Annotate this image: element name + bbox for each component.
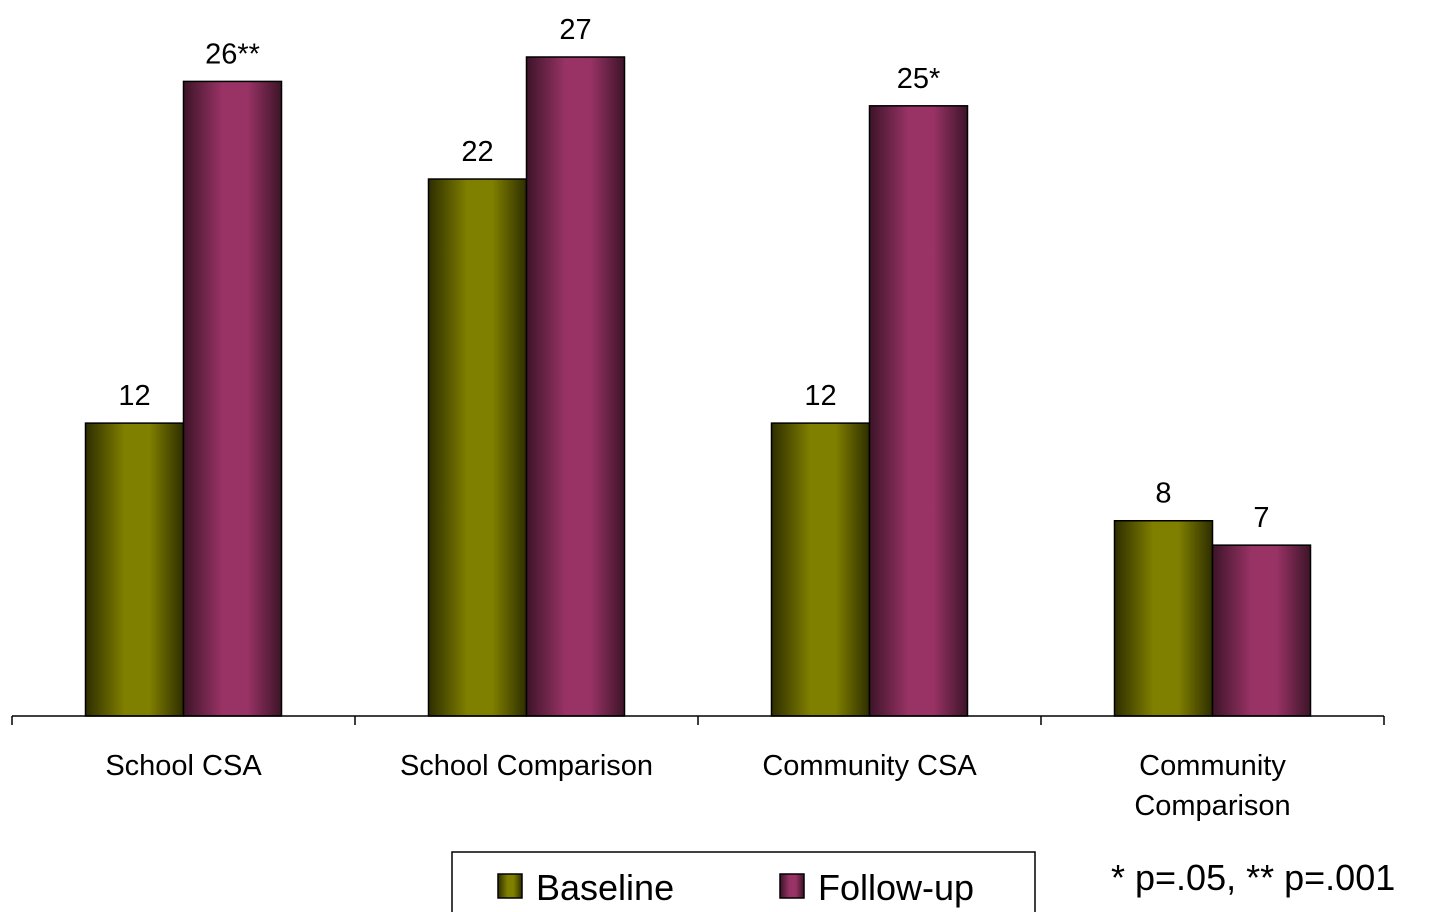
- legend-label-baseline: Baseline: [536, 867, 674, 908]
- data-labels-layer: 12 26** 22 27 12 25* 8 7: [118, 14, 1269, 534]
- legend-box: [451, 851, 1036, 912]
- category-label-community-csa: Community CSA: [762, 750, 977, 782]
- legend-label-follow-up: Follow-up: [818, 867, 974, 908]
- legend-swatch-baseline: [497, 873, 523, 899]
- legend: Baseline Follow-up: [451, 851, 1036, 912]
- category-label-school-csa: School CSA: [105, 750, 262, 782]
- category-label-line: Comparison: [1134, 790, 1290, 822]
- data-label-community-csa-follow-up: 25*: [897, 63, 941, 95]
- data-label-school-comparison-follow-up: 27: [559, 14, 591, 46]
- bar-school-csa-follow-up: [182, 80, 283, 717]
- data-label-school-csa-follow-up: 26**: [205, 38, 260, 70]
- legend-swatch-follow-up: [779, 873, 805, 899]
- category-label-school-comparison: School Comparison: [400, 750, 653, 782]
- data-label-community-comparison-baseline: 8: [1155, 478, 1171, 510]
- data-label-school-comparison-baseline: 22: [461, 136, 493, 168]
- x-axis-ticks: [11, 716, 1385, 725]
- bar-school-csa-baseline: [84, 422, 185, 717]
- data-label-community-comparison-follow-up: 7: [1253, 502, 1269, 534]
- bar-school-comparison-baseline: [427, 178, 528, 717]
- bar-school-comparison-follow-up: [525, 56, 626, 717]
- data-label-school-csa-baseline: 12: [118, 380, 150, 412]
- bar-community-comparison-baseline: [1113, 519, 1214, 717]
- category-label-line: Community CSA: [762, 750, 977, 782]
- bar-community-csa-follow-up: [868, 105, 969, 717]
- bar-community-comparison-follow-up: [1211, 544, 1312, 717]
- category-labels-layer: School CSA School Comparison Community CSA…: [105, 750, 1290, 822]
- bar-community-csa-baseline: [770, 422, 871, 717]
- bars-layer: [84, 56, 1312, 717]
- category-label-line: School Comparison: [400, 750, 653, 782]
- category-label-line: Community: [1139, 750, 1286, 782]
- data-label-community-csa-baseline: 12: [804, 380, 836, 412]
- category-label-community-comparison: Community Comparison: [1134, 750, 1290, 822]
- significance-footnote: * p=.05, ** p=.001: [1111, 857, 1395, 898]
- category-label-line: School CSA: [105, 750, 262, 782]
